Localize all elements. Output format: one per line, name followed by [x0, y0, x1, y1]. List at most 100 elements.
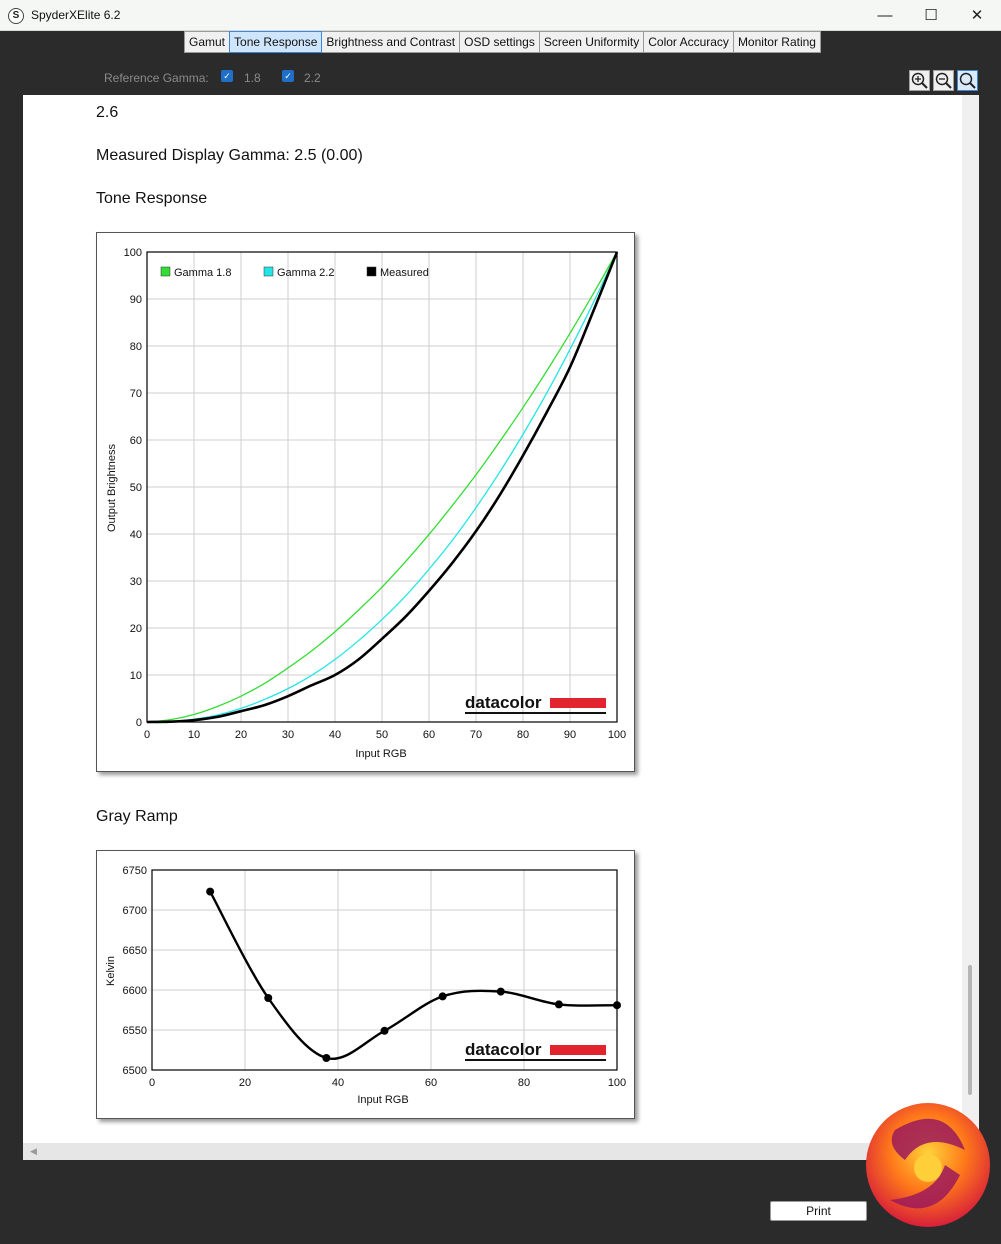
- tab-tone-response[interactable]: Tone Response: [229, 31, 323, 53]
- tone-x-tick-label: 60: [423, 729, 435, 741]
- tone-y-tick-label: 30: [130, 576, 142, 588]
- datacolor-logo: datacolor: [465, 693, 606, 714]
- tab-brightness-contrast[interactable]: Brightness and Contrast: [322, 32, 461, 52]
- datacolor-underline-gray: [465, 1059, 606, 1061]
- datacolor-wordmark-gray: datacolor: [465, 1040, 542, 1059]
- title-bar: S SpyderXElite 6.2 — ☐ ✕: [0, 0, 1001, 31]
- gray-x-tick-label: 40: [332, 1077, 344, 1089]
- tone-x-tick-label: 90: [564, 729, 576, 741]
- tone-y-tick-label: 60: [130, 435, 142, 447]
- tone-x-tick-label: 80: [517, 729, 529, 741]
- gray-x-tick-label: 0: [149, 1077, 155, 1089]
- gray-ramp-line: [209, 891, 618, 1061]
- tab-gamut[interactable]: Gamut: [185, 32, 231, 52]
- toolbar: Reference Gamma: ✓ 1.8 ✓ 2.2: [0, 58, 1001, 94]
- legend-label-measured: Measured: [380, 267, 429, 279]
- gray-x-tick-label: 60: [425, 1077, 437, 1089]
- zoom-fit-icon: [959, 72, 976, 89]
- zoom-in-button[interactable]: [909, 70, 930, 91]
- window-title: SpyderXElite 6.2: [31, 8, 121, 22]
- tab-bar: Gamut Tone Response Brightness and Contr…: [184, 31, 821, 53]
- gamma-partial-value: 2.6: [96, 104, 119, 121]
- datacolor-red-bar: [550, 698, 606, 708]
- gray-x-axis-label: Input RGB: [357, 1094, 408, 1106]
- gray-ramp-point: [613, 1001, 621, 1010]
- tone-plot: 0 10 20 30 40 50 60 70 80 90 100 0 10 20 30 40 50 60 70 80 9…: [124, 247, 627, 741]
- gray-plot-frame: [151, 869, 618, 1071]
- zoom-out-icon: [935, 72, 952, 89]
- tone-x-tick-label: 0: [144, 729, 150, 741]
- horizontal-scrollbar[interactable]: ◀: [23, 1143, 979, 1160]
- tone-x-tick-label: 20: [235, 729, 247, 741]
- reference-gamma-label: Reference Gamma:: [104, 71, 209, 85]
- bottom-bar: Print: [0, 1165, 1001, 1244]
- gray-ramp-point: [264, 994, 273, 1002]
- gray-y-tick-label: 6750: [123, 865, 147, 877]
- gray-ramp-point: [438, 992, 447, 1001]
- measured-gamma-text: Measured Display Gamma: 2.5 (0.00): [96, 147, 363, 164]
- legend-label-gamma-2-2: Gamma 2.2: [277, 267, 334, 279]
- tone-response-chart-box: 0 10 20 30 40 50 60 70 80 90 100 0 10 20 30 40 50 60 70 80 9…: [96, 232, 635, 772]
- tone-response-chart: 0 10 20 30 40 50 60 70 80 90 100 0 10 20 30 40 50 60 70 80 9…: [106, 247, 627, 760]
- gray-ramp-chart: 0 20 40 60 80 100 6500 6550 6600 6650 6700 6750 Kel…: [105, 865, 627, 1106]
- scroll-left-icon[interactable]: ◀: [30, 1146, 37, 1156]
- gray-ramp-point: [380, 1026, 389, 1035]
- gray-y-tick-label: 6550: [123, 1025, 147, 1037]
- gray-plot: 0 20 40 60 80 100 6500 6550 6600 6650 6700 6750: [123, 865, 627, 1089]
- tone-y-tick-label: 0: [136, 717, 142, 729]
- legend-swatch-gamma-1-8: [160, 266, 171, 277]
- tab-screen-uniformity[interactable]: Screen Uniformity: [539, 32, 645, 52]
- gray-y-tick-label: 6600: [123, 985, 147, 997]
- legend-label-gamma-1-8: Gamma 1.8: [174, 267, 231, 279]
- tone-series-gamma-2-2: [146, 251, 618, 723]
- gray-x-tick-label: 20: [239, 1077, 251, 1089]
- close-button[interactable]: ✕: [970, 7, 984, 24]
- tab-color-accuracy[interactable]: Color Accuracy: [644, 32, 734, 52]
- gamma-1-8-label: 1.8: [244, 71, 261, 85]
- tone-y-axis-label: Output Brightness: [106, 443, 118, 532]
- report-panel: 2.6 Measured Display Gamma: 2.5 (0.00) T…: [23, 95, 979, 1160]
- tone-series-gamma-1-8: [146, 251, 618, 723]
- minimize-button[interactable]: —: [877, 7, 893, 24]
- gamma-2-2-label: 2.2: [304, 71, 321, 85]
- tab-osd-settings[interactable]: OSD settings: [460, 32, 540, 52]
- tone-y-tick-label: 80: [130, 341, 142, 353]
- gray-ramp-point: [206, 887, 215, 896]
- tone-y-tick-label: 20: [130, 623, 142, 635]
- tone-y-tick-label: 70: [130, 388, 142, 400]
- zoom-fit-button[interactable]: [957, 70, 978, 91]
- datacolor-logo-gray: datacolor: [465, 1040, 606, 1061]
- tone-x-tick-label: 40: [329, 729, 341, 741]
- zoom-out-button[interactable]: [933, 70, 954, 91]
- vertical-scroll-thumb[interactable]: [968, 965, 972, 1095]
- tone-x-axis-label: Input RGB: [355, 748, 406, 760]
- gray-ramp-heading: Gray Ramp: [96, 808, 178, 825]
- gray-y-tick-label: 6650: [123, 945, 147, 957]
- tab-monitor-rating[interactable]: Monitor Rating: [733, 32, 820, 52]
- gamma-1-8-checkbox[interactable]: ✓: [221, 70, 233, 82]
- tone-x-tick-label: 30: [282, 729, 294, 741]
- zoom-in-icon: [911, 72, 928, 89]
- vertical-scrollbar[interactable]: [962, 95, 979, 1145]
- tone-plot-frame: [146, 251, 618, 723]
- tone-y-tick-label: 10: [130, 670, 142, 682]
- tone-y-tick-label: 40: [130, 529, 142, 541]
- legend-swatch-measured: [366, 266, 377, 277]
- legend-swatch-gamma-2-2: [263, 266, 274, 277]
- maximize-button[interactable]: ☐: [924, 7, 938, 24]
- tone-y-tick-label: 100: [124, 247, 142, 259]
- gray-x-tick-label: 80: [518, 1077, 530, 1089]
- print-button[interactable]: Print: [770, 1201, 867, 1221]
- tone-response-heading: Tone Response: [96, 190, 208, 207]
- tone-x-tick-label: 70: [470, 729, 482, 741]
- gamma-2-2-checkbox[interactable]: ✓: [282, 70, 294, 82]
- gray-y-tick-label: 6700: [123, 905, 147, 917]
- tone-y-tick-label: 90: [130, 294, 142, 306]
- gray-x-tick-label: 100: [608, 1077, 626, 1089]
- site-logo-watermark: [866, 1103, 990, 1227]
- gray-ramp-point: [554, 1000, 563, 1009]
- gray-ramp-point: [322, 1054, 331, 1062]
- gray-ramp-point: [496, 987, 505, 996]
- gray-y-tick-label: 6500: [123, 1065, 147, 1077]
- gray-y-axis-label: Kelvin: [105, 956, 117, 986]
